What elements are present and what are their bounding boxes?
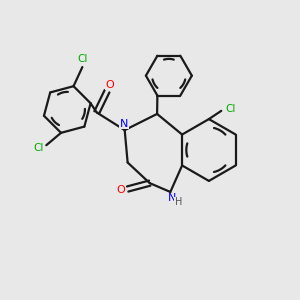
Text: Cl: Cl bbox=[77, 54, 88, 64]
Text: H: H bbox=[175, 197, 182, 207]
Text: O: O bbox=[117, 185, 125, 196]
Text: Cl: Cl bbox=[33, 143, 43, 153]
Text: N: N bbox=[120, 118, 128, 129]
Text: Cl: Cl bbox=[226, 104, 236, 114]
Text: N: N bbox=[168, 194, 176, 203]
Text: O: O bbox=[106, 80, 114, 90]
